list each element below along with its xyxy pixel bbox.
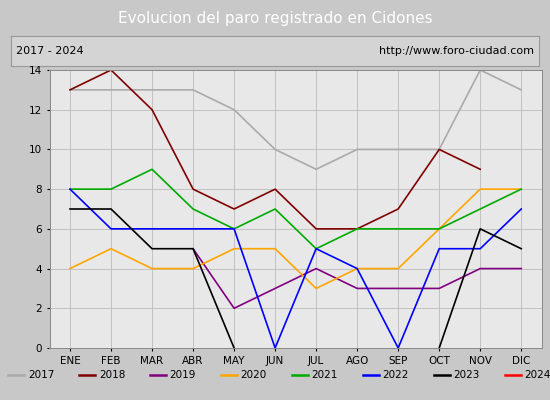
Text: 2017 - 2024: 2017 - 2024 <box>16 46 84 56</box>
Text: Evolucion del paro registrado en Cidones: Evolucion del paro registrado en Cidones <box>118 10 432 26</box>
Text: 2018: 2018 <box>99 370 125 380</box>
Text: 2022: 2022 <box>382 370 409 380</box>
Text: http://www.foro-ciudad.com: http://www.foro-ciudad.com <box>379 46 534 56</box>
Text: 2019: 2019 <box>170 370 196 380</box>
Text: 2020: 2020 <box>240 370 267 380</box>
Text: 2017: 2017 <box>28 370 54 380</box>
Text: 2021: 2021 <box>311 370 338 380</box>
Text: 2023: 2023 <box>453 370 480 380</box>
Text: 2024: 2024 <box>524 370 550 380</box>
